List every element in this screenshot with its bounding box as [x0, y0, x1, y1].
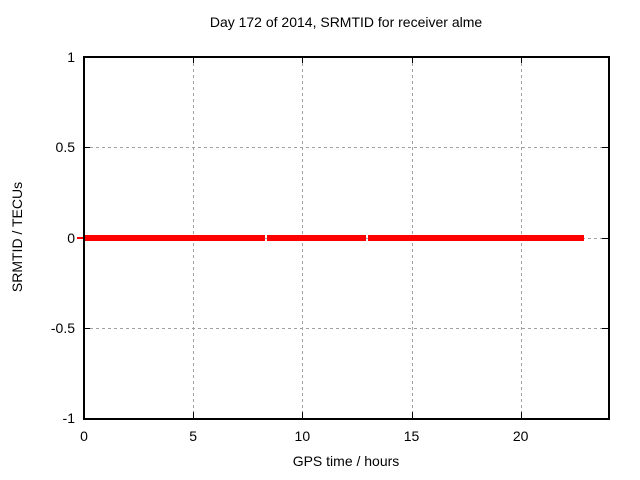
chart-title: Day 172 of 2014, SRMTID for receiver alm…	[209, 14, 483, 30]
srmtid-line-segment	[84, 234, 266, 241]
y-gridline	[84, 147, 608, 149]
x-axis-label: GPS time / hours	[292, 453, 400, 469]
y-tick-right	[602, 237, 608, 239]
y-tick-right	[602, 327, 608, 329]
x-tick-bottom	[302, 412, 304, 418]
x-tick-label: 5	[189, 428, 198, 444]
y-tick-left	[84, 327, 90, 329]
x-tick-top	[302, 57, 304, 63]
x-tick-label: 15	[403, 428, 420, 444]
srmtid-line-segment	[367, 234, 584, 241]
x-tick-bottom	[411, 412, 413, 418]
y-tick-label: -0.5	[50, 319, 75, 336]
y-tick-label: -1	[62, 410, 75, 426]
x-tick-bottom	[520, 412, 522, 418]
x-tick-top	[411, 57, 413, 63]
srmtid-line-segment	[267, 234, 366, 241]
y-zero-red-dash	[77, 236, 84, 239]
x-tick-label: 0	[80, 428, 88, 444]
x-tick-bottom	[193, 412, 195, 418]
y-tick-label: 1	[67, 49, 75, 65]
x-tick-top	[193, 57, 195, 63]
x-tick-label: 10	[294, 428, 311, 444]
y-gridline	[84, 327, 608, 329]
y-tick-label: 0.5	[55, 139, 75, 156]
plot-border	[83, 56, 610, 420]
y-tick-label: 0	[67, 229, 75, 246]
y-tick-right	[602, 147, 608, 149]
x-tick-top	[520, 57, 522, 63]
y-tick-left	[84, 147, 90, 149]
x-tick-label: 20	[512, 428, 529, 444]
